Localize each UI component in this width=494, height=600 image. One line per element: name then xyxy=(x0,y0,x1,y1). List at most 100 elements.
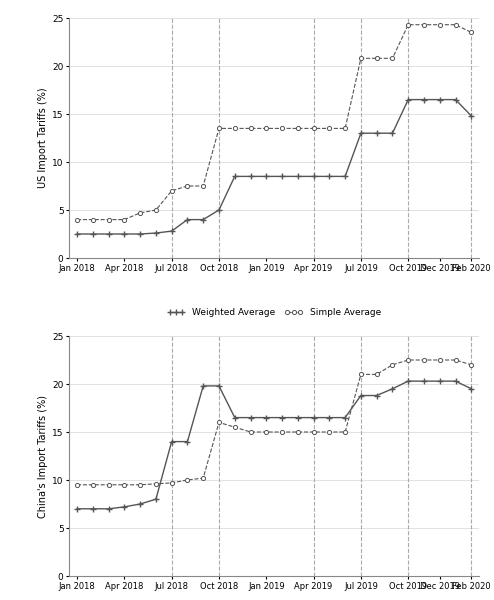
Weighted Average xyxy=(389,130,395,137)
Weighted Average xyxy=(137,230,143,238)
Line: Simple Average: Simple Average xyxy=(75,358,473,487)
Simple Average xyxy=(453,356,458,364)
Weighted Average xyxy=(122,230,127,238)
Weighted Average xyxy=(90,230,96,238)
Simple Average xyxy=(263,428,269,436)
Simple Average xyxy=(405,21,411,28)
Weighted Average xyxy=(90,505,96,512)
Simple Average xyxy=(327,428,332,436)
Weighted Average xyxy=(263,414,269,421)
Text: (a) U.S. import tariffs against China: (a) U.S. import tariffs against China xyxy=(182,349,366,359)
Simple Average xyxy=(311,125,317,132)
Weighted Average xyxy=(74,505,80,512)
Simple Average xyxy=(90,481,96,488)
Weighted Average xyxy=(342,414,348,421)
Weighted Average xyxy=(468,112,474,119)
Weighted Average xyxy=(468,385,474,392)
Weighted Average xyxy=(122,503,127,511)
Simple Average xyxy=(437,356,443,364)
Line: Weighted Average: Weighted Average xyxy=(74,97,474,237)
Simple Average xyxy=(74,216,80,223)
Weighted Average xyxy=(216,382,222,389)
Y-axis label: US Import Tariffs (%): US Import Tariffs (%) xyxy=(38,88,48,188)
Weighted Average xyxy=(421,377,427,385)
Weighted Average xyxy=(74,230,80,238)
Weighted Average xyxy=(137,500,143,508)
Weighted Average xyxy=(405,377,411,385)
Simple Average xyxy=(153,206,159,214)
Simple Average xyxy=(389,55,395,62)
Simple Average xyxy=(74,481,80,488)
Simple Average xyxy=(342,428,348,436)
Simple Average xyxy=(405,356,411,364)
Simple Average xyxy=(295,428,301,436)
Weighted Average xyxy=(216,206,222,214)
Weighted Average xyxy=(311,414,317,421)
Weighted Average xyxy=(184,216,190,223)
Simple Average xyxy=(279,428,285,436)
Simple Average xyxy=(311,428,317,436)
Simple Average xyxy=(122,216,127,223)
Weighted Average xyxy=(421,96,427,103)
Weighted Average xyxy=(437,377,443,385)
Simple Average xyxy=(295,125,301,132)
Simple Average xyxy=(200,475,206,482)
Simple Average xyxy=(389,361,395,368)
Simple Average xyxy=(168,187,175,194)
Weighted Average xyxy=(247,414,253,421)
Simple Average xyxy=(373,371,379,378)
Weighted Average xyxy=(327,173,332,180)
Weighted Average xyxy=(153,496,159,503)
Simple Average xyxy=(106,481,112,488)
Weighted Average xyxy=(247,173,253,180)
Simple Average xyxy=(106,216,112,223)
Weighted Average xyxy=(358,130,364,137)
Simple Average xyxy=(247,428,253,436)
Simple Average xyxy=(153,480,159,487)
Weighted Average xyxy=(453,377,458,385)
Line: Simple Average: Simple Average xyxy=(75,23,473,221)
Simple Average xyxy=(327,125,332,132)
Weighted Average xyxy=(263,173,269,180)
Weighted Average xyxy=(153,229,159,236)
Legend: Weighted Average, Simple Average: Weighted Average, Simple Average xyxy=(164,304,385,320)
Weighted Average xyxy=(168,438,175,445)
Weighted Average xyxy=(373,130,379,137)
Y-axis label: China's Import Tariffs (%): China's Import Tariffs (%) xyxy=(38,395,48,517)
Simple Average xyxy=(358,55,364,62)
Weighted Average xyxy=(184,438,190,445)
Weighted Average xyxy=(168,227,175,235)
Weighted Average xyxy=(232,173,238,180)
Weighted Average xyxy=(200,382,206,389)
Weighted Average xyxy=(106,230,112,238)
Simple Average xyxy=(468,29,474,36)
Simple Average xyxy=(184,476,190,484)
Simple Average xyxy=(122,481,127,488)
Simple Average xyxy=(358,371,364,378)
Simple Average xyxy=(90,216,96,223)
Weighted Average xyxy=(279,173,285,180)
Line: Weighted Average: Weighted Average xyxy=(74,378,474,512)
Weighted Average xyxy=(405,96,411,103)
Weighted Average xyxy=(200,216,206,223)
Weighted Average xyxy=(327,414,332,421)
Simple Average xyxy=(437,21,443,28)
Simple Average xyxy=(168,479,175,487)
Weighted Average xyxy=(342,173,348,180)
Simple Average xyxy=(216,419,222,426)
Weighted Average xyxy=(311,173,317,180)
Simple Average xyxy=(137,481,143,488)
Simple Average xyxy=(232,125,238,132)
Simple Average xyxy=(468,361,474,368)
Simple Average xyxy=(137,209,143,217)
Simple Average xyxy=(453,21,458,28)
Simple Average xyxy=(184,182,190,190)
Weighted Average xyxy=(358,392,364,399)
Simple Average xyxy=(373,55,379,62)
Simple Average xyxy=(263,125,269,132)
Weighted Average xyxy=(389,385,395,392)
Simple Average xyxy=(216,125,222,132)
Weighted Average xyxy=(453,96,458,103)
Weighted Average xyxy=(279,414,285,421)
Simple Average xyxy=(421,356,427,364)
